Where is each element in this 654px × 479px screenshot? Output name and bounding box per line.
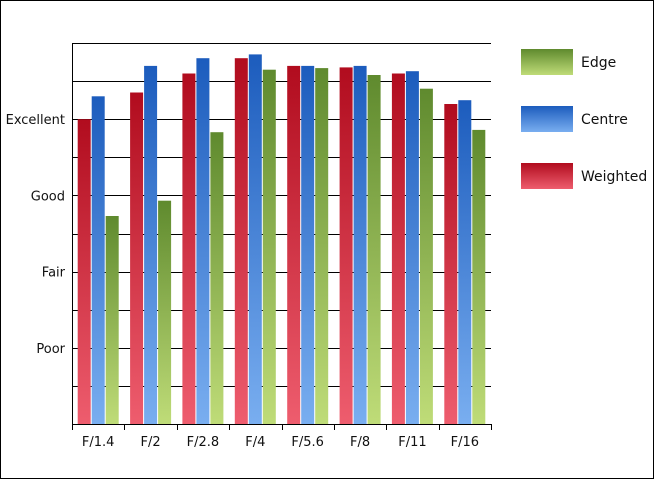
y-tick-label-good: Good [31,189,65,204]
bar-weighted-f-2 [130,92,144,424]
legend-swatch-edge [521,49,573,75]
bar-centre-f-2 [144,65,158,425]
bar-centre-f-11 [405,71,419,424]
bar-weighted-f-16 [444,104,458,424]
legend-label-edge: Edge [581,55,616,71]
bar-centre-f-1-4 [91,96,105,425]
bar-centre-f-2-8 [196,58,210,424]
x-tick-label-f-2-8: F/2.8 [187,435,220,450]
bar-weighted-f-4 [234,58,248,424]
bar-edge-f-5-6 [315,68,329,424]
legend-swatch-centre [521,106,573,132]
bar-weighted-f-1-4 [77,119,91,424]
y-tick-label-excellent: Excellent [6,113,65,128]
bar-edge-f-1-4 [105,216,119,424]
x-tick-label-f-11: F/11 [398,435,426,450]
bar-edge-f-11 [419,88,433,424]
y-tick-label-fair: Fair [42,266,66,281]
y-tick-label-poor: Poor [36,342,65,357]
legend-label-weighted: Weighted [581,169,647,185]
x-tick-labels: F/1.4 F/2 F/2.8 F/4 F/5.6 F/8 F/11 F/16 [82,435,479,450]
bar-centre-f-16 [458,100,472,424]
bar-edge-f-16 [472,129,486,424]
bar-weighted-f-5-6 [287,65,301,425]
bar-edge-f-2-8 [210,132,224,424]
legend-label-centre: Centre [581,112,628,128]
x-tick-label-f-2: F/2 [140,435,160,450]
y-tick-labels: Poor Fair Good Excellent [6,113,66,357]
x-tick-label-f-1-4: F/1.4 [82,435,115,450]
bar-centre-f-4 [248,54,262,425]
bar-weighted-f-2-8 [182,73,196,424]
bars [77,54,486,425]
x-tick-label-f-5-6: F/5.6 [291,435,324,450]
x-tick-label-f-4: F/4 [245,435,265,450]
bar-weighted-f-11 [391,73,405,424]
bar-edge-f-8 [367,75,381,424]
bar-centre-f-8 [353,65,367,425]
legend-swatch-weighted [521,163,573,189]
legend: Edge Centre Weighted [521,49,647,189]
axes [72,43,492,430]
bar-edge-f-4 [262,69,276,424]
x-tick-label-f-8: F/8 [350,435,370,450]
x-tick-label-f-16: F/16 [451,435,479,450]
bar-weighted-f-8 [339,67,353,425]
bar-centre-f-5-6 [301,65,315,425]
bar-edge-f-2 [158,200,172,424]
